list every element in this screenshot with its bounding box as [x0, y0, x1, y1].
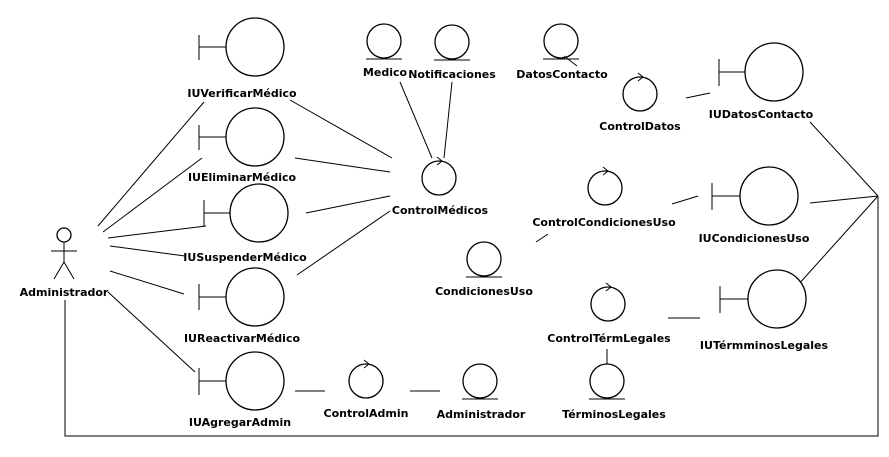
- entity-administrador[interactable]: Administrador: [437, 363, 526, 421]
- control-label: ControlTérmLegales: [547, 332, 671, 345]
- boundary-circle: [744, 42, 804, 102]
- entity-label: Administrador: [437, 408, 526, 421]
- entity-datos-contacto[interactable]: DatosContacto: [516, 23, 608, 81]
- boundary-label: IUDatosContacto: [709, 108, 814, 121]
- control-arrow: [436, 156, 443, 166]
- boundary-iu-eliminar-medico[interactable]: IUEliminarMédico: [188, 107, 297, 184]
- entity-circle: [434, 24, 470, 60]
- control-arrow: [602, 166, 609, 176]
- boundary-label: IUAgregarAdmin: [189, 416, 291, 429]
- boundary-circle: [225, 107, 285, 167]
- entity-condiciones-uso[interactable]: CondicionesUso: [435, 241, 533, 298]
- control-circle: [421, 160, 457, 196]
- actor-right-leg: [63, 261, 75, 280]
- control-control-admin[interactable]: ControlAdmin: [324, 359, 409, 420]
- boundary-iu-condiciones-uso[interactable]: IUCondicionesUso: [699, 166, 810, 245]
- boundary-label: IUEliminarMédico: [188, 171, 297, 184]
- boundary-circle: [225, 17, 285, 77]
- entity-notificaciones[interactable]: Notificaciones: [408, 24, 496, 81]
- boundary-iu-suspender-medico[interactable]: IUSuspenderMédico: [183, 183, 307, 264]
- entity-circle: [466, 241, 502, 277]
- boundary-circle: [225, 351, 285, 411]
- entity-association-stub: [563, 55, 578, 67]
- entity-label: CondicionesUso: [435, 285, 533, 298]
- control-circle: [587, 170, 623, 206]
- control-control-datos[interactable]: ControlDatos: [599, 72, 681, 133]
- boundary-circle: [225, 267, 285, 327]
- control-circle: [348, 363, 384, 399]
- boundary-iu-terminos-legales[interactable]: IUTérmminosLegales: [700, 269, 829, 352]
- entity-circle: [589, 363, 625, 399]
- boundary-iu-reactivar-medico[interactable]: IUReactivarMédico: [184, 267, 301, 345]
- boundary-circle: [747, 269, 807, 329]
- control-label: ControlAdmin: [324, 407, 409, 420]
- entity-terminos-legales[interactable]: TérminosLegales: [562, 363, 666, 421]
- association-lines: [64, 81, 879, 437]
- control-label: ControlCondicionesUso: [532, 216, 676, 229]
- actor-administrador[interactable]: Administrador: [20, 227, 109, 299]
- entity-label: Notificaciones: [408, 68, 496, 81]
- boundary-label: IUReactivarMédico: [184, 332, 301, 345]
- control-arrow: [363, 359, 370, 369]
- boundary-circle: [739, 166, 799, 226]
- control-control-condiciones-uso[interactable]: ControlCondicionesUso: [532, 166, 676, 229]
- boundary-label: IUVerificarMédico: [187, 87, 297, 100]
- control-arrow: [637, 72, 644, 82]
- actor-label: Administrador: [20, 286, 109, 299]
- control-control-term-legales[interactable]: ControlTérmLegales: [547, 282, 671, 345]
- control-arrow: [605, 282, 612, 292]
- boundary-iu-verificar-medico[interactable]: IUVerificarMédico: [187, 17, 297, 100]
- boundary-label: IUTérmminosLegales: [700, 339, 829, 352]
- control-circle: [590, 286, 626, 322]
- entity-circle: [462, 363, 498, 399]
- boundary-label: IUCondicionesUso: [699, 232, 810, 245]
- actor-left-leg: [53, 261, 65, 280]
- actor-head: [56, 227, 72, 243]
- control-circle: [622, 76, 658, 112]
- control-label: ControlDatos: [599, 120, 681, 133]
- boundary-circle: [229, 183, 289, 243]
- boundary-iu-agregar-admin[interactable]: IUAgregarAdmin: [189, 351, 291, 429]
- entity-label: DatosContacto: [516, 68, 608, 81]
- entity-medico[interactable]: Medico: [363, 23, 408, 79]
- entity-circle: [366, 23, 402, 59]
- entity-label: TérminosLegales: [562, 408, 666, 421]
- boundary-label: IUSuspenderMédico: [183, 251, 307, 264]
- entity-label: Medico: [363, 66, 408, 79]
- control-control-medicos[interactable]: ControlMédicos: [392, 156, 489, 217]
- control-label: ControlMédicos: [392, 204, 489, 217]
- entity-circle: [543, 23, 579, 59]
- boundary-iu-datos-contacto[interactable]: IUDatosContacto: [709, 42, 814, 121]
